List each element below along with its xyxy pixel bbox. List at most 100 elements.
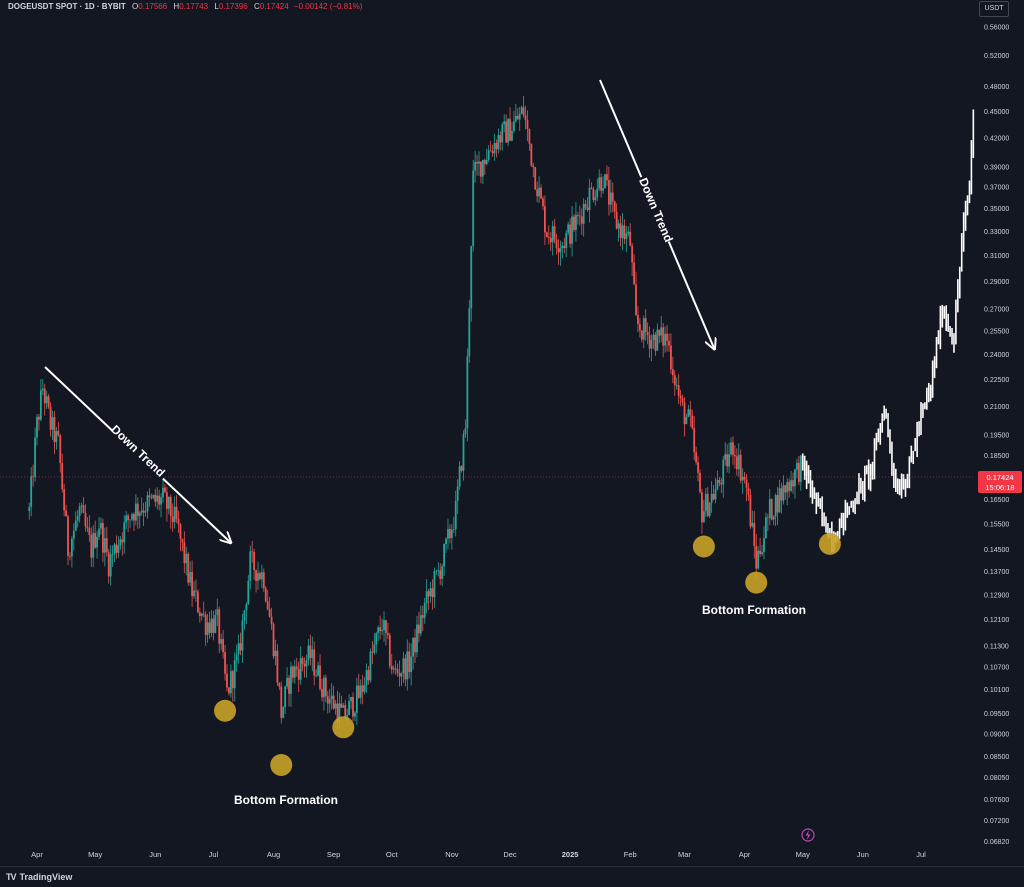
candle-body bbox=[443, 544, 446, 567]
candle-body bbox=[202, 613, 205, 615]
candle-body bbox=[782, 485, 785, 501]
candle-body bbox=[185, 553, 188, 564]
candle-body bbox=[392, 668, 395, 670]
candle-body bbox=[631, 245, 634, 263]
price-tick: 0.27000 bbox=[984, 307, 1009, 314]
candle-body bbox=[134, 503, 137, 521]
candle-body bbox=[619, 223, 622, 238]
time-tick: Feb bbox=[624, 850, 637, 859]
candle-body bbox=[621, 225, 624, 238]
candle-body bbox=[487, 150, 490, 160]
projection-layer bbox=[801, 109, 975, 553]
candle-body bbox=[348, 701, 351, 716]
candle-body bbox=[613, 201, 616, 212]
high-value: 0.17743 bbox=[179, 2, 209, 11]
candle-body bbox=[623, 225, 626, 239]
candle-body bbox=[307, 645, 310, 661]
candle-body bbox=[82, 505, 85, 513]
time-tick: Jun bbox=[857, 850, 869, 859]
candle-body bbox=[466, 356, 469, 429]
candle-body bbox=[216, 609, 219, 615]
candle-body bbox=[495, 143, 498, 150]
candle-body bbox=[668, 340, 670, 346]
price-tick: 0.24000 bbox=[984, 352, 1009, 359]
candle-body bbox=[710, 493, 713, 503]
price-tick: 0.48000 bbox=[984, 84, 1009, 91]
candle-body bbox=[167, 496, 170, 509]
time-tick: Apr bbox=[31, 850, 43, 859]
candle-body bbox=[695, 452, 698, 463]
price-tick: 0.52000 bbox=[984, 53, 1009, 60]
candle-body bbox=[545, 232, 548, 238]
candle-body bbox=[361, 685, 364, 692]
price-tick: 0.31000 bbox=[984, 253, 1009, 260]
candle-body bbox=[699, 472, 701, 493]
candle-body bbox=[319, 665, 321, 689]
candle-body bbox=[92, 533, 95, 558]
candle-body bbox=[59, 435, 62, 464]
candle-body bbox=[728, 454, 730, 467]
candle-body bbox=[179, 524, 182, 539]
bottom-marker bbox=[692, 535, 715, 558]
candle-body bbox=[138, 512, 141, 517]
candle-body bbox=[324, 677, 327, 697]
candle-body bbox=[136, 503, 139, 517]
price-tick: 0.07200 bbox=[984, 818, 1009, 825]
candle-body bbox=[173, 506, 176, 523]
candle-body bbox=[326, 696, 329, 704]
candle-body bbox=[278, 682, 281, 687]
candle-body bbox=[183, 542, 186, 564]
candle-body bbox=[530, 143, 533, 166]
candle-body bbox=[675, 385, 678, 386]
candle-body bbox=[100, 523, 102, 529]
candle-body bbox=[464, 428, 467, 435]
candle-body bbox=[483, 160, 486, 164]
candle-body bbox=[433, 571, 436, 598]
candle-body bbox=[660, 327, 663, 336]
time-tick: May bbox=[796, 850, 810, 859]
candle-body bbox=[460, 466, 463, 471]
brand[interactable]: TV TradingView bbox=[6, 870, 72, 884]
candle-body bbox=[323, 677, 325, 698]
candle-body bbox=[69, 555, 71, 557]
candle-body bbox=[512, 121, 515, 131]
candle-body bbox=[555, 239, 558, 249]
candle-body bbox=[38, 416, 40, 420]
price-chart[interactable]: 0.56000 0.52000 0.48000 0.45000 0.42000 0.390… bbox=[0, 0, 1024, 866]
candle-body bbox=[534, 167, 537, 190]
price-tick: 0.12100 bbox=[984, 617, 1009, 624]
bottom-formation-label-2: Bottom Formation bbox=[702, 603, 806, 617]
lightning-icon[interactable] bbox=[801, 828, 815, 842]
time-tick: Oct bbox=[386, 850, 399, 859]
price-axis[interactable]: 0.56000 0.52000 0.48000 0.45000 0.42000 0.390… bbox=[984, 24, 1009, 846]
candle-body bbox=[470, 246, 473, 309]
candle-body bbox=[792, 480, 794, 487]
candle-body bbox=[123, 522, 126, 543]
time-tick: Jul bbox=[209, 850, 219, 859]
candle-body bbox=[573, 216, 575, 231]
candle-body bbox=[514, 115, 517, 122]
candle-body bbox=[720, 482, 723, 485]
high-label: H bbox=[173, 2, 180, 11]
candle-body bbox=[119, 539, 122, 546]
candle-body bbox=[419, 615, 422, 634]
candle-body bbox=[656, 329, 659, 351]
candle-body bbox=[338, 703, 341, 722]
time-axis[interactable]: Apr May Jun Jul Aug Sep Oct Nov Dec 2025 Feb Mar Apr… bbox=[31, 850, 926, 859]
candle-body bbox=[396, 669, 399, 673]
candle-body bbox=[43, 388, 46, 404]
bottom-marker bbox=[745, 571, 768, 594]
candle-body bbox=[158, 495, 161, 505]
candle-body bbox=[189, 571, 192, 583]
price-tick: 0.15500 bbox=[984, 521, 1009, 528]
candle-body bbox=[253, 551, 256, 571]
price-tick: 0.19500 bbox=[984, 433, 1009, 440]
price-tick: 0.14500 bbox=[984, 547, 1009, 554]
candle-body bbox=[385, 620, 387, 634]
price-tick: 0.21000 bbox=[984, 404, 1009, 411]
candle-body bbox=[414, 637, 416, 653]
currency-button[interactable]: USDT bbox=[979, 1, 1009, 17]
candle-body bbox=[677, 385, 680, 396]
candle-body bbox=[169, 496, 172, 517]
candle-body bbox=[745, 479, 748, 489]
